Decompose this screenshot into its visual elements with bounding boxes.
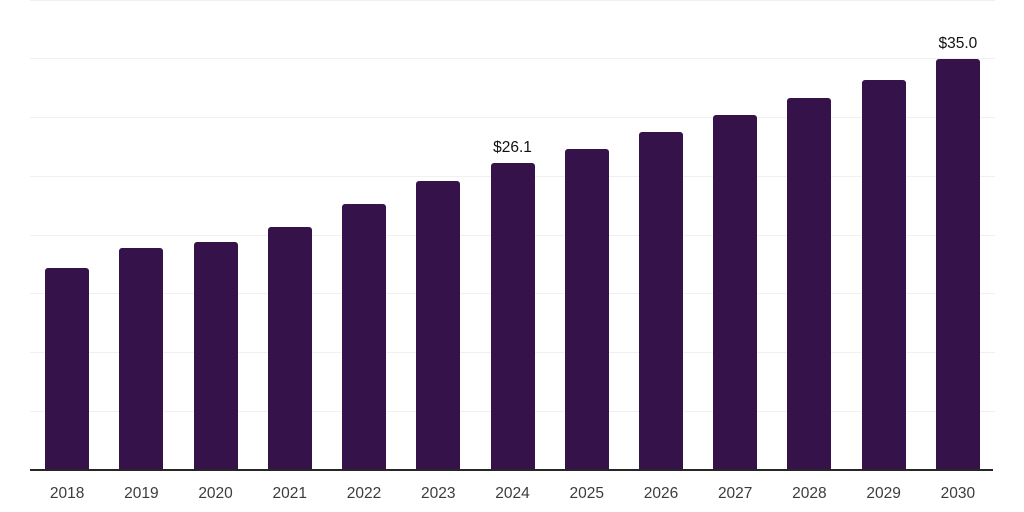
gridline [30,117,995,118]
bar [564,149,609,470]
x-tick-label: 2020 [198,485,233,502]
x-tick-label: 2026 [643,485,679,502]
x-tick-label: 2018 [49,485,85,502]
x-tick-label: 2027 [717,485,753,502]
bar [119,247,164,470]
bar [713,115,758,470]
x-tick-label: 2025 [569,485,604,502]
data-label: $26.1 [493,139,532,157]
gridline [30,0,995,1]
bar [638,131,683,470]
x-tick-label: 2021 [272,485,308,502]
bar [45,267,90,470]
x-tick-label: 2024 [495,485,530,502]
gridline [30,58,995,60]
bar [935,58,980,470]
x-tick-label: 2029 [866,485,901,502]
bar [342,204,387,470]
bar [416,180,461,470]
bar [193,242,238,470]
x-tick-label: 2023 [421,485,456,502]
bar [861,79,906,470]
bar [490,163,535,470]
x-tick-label: 2028 [792,485,827,502]
x-axis-line [30,469,993,471]
x-tick-label: 2019 [124,485,159,502]
data-label: $35.0 [938,34,978,52]
x-tick-label: 2030 [940,485,976,502]
bar [787,97,832,470]
bar [267,226,312,470]
x-tick-label: 2022 [346,485,382,502]
